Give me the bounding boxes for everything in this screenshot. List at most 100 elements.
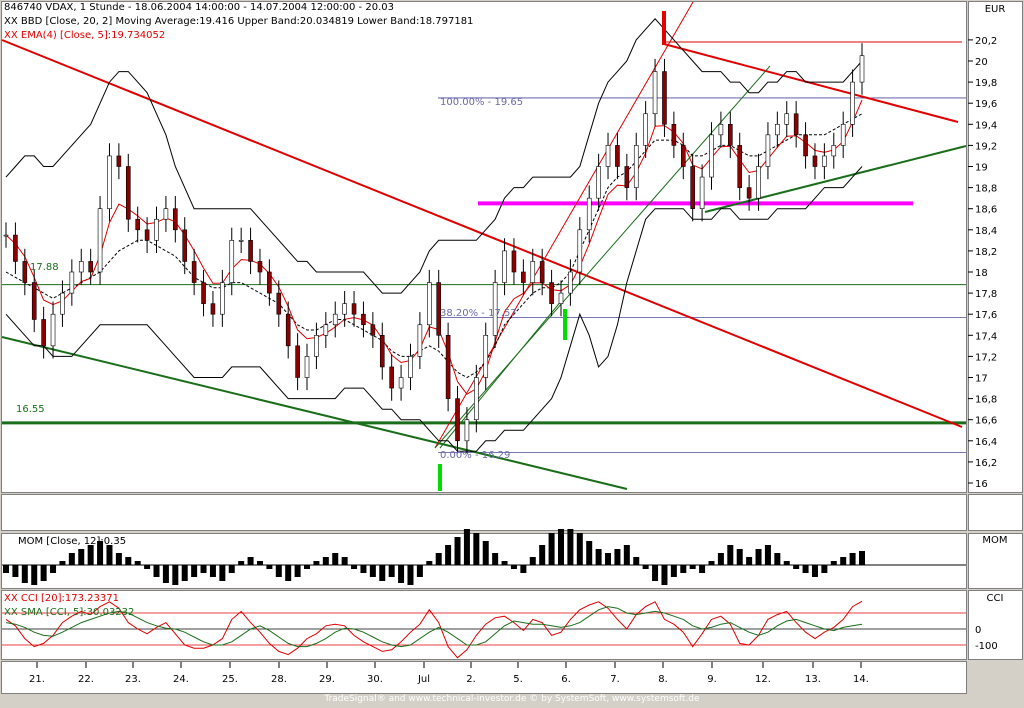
- moving-average: [5, 113, 863, 379]
- price-tick-label-16: 19,2: [975, 141, 997, 152]
- header-line-3: XX EMA(4) [Close, 5]:19.734052: [4, 30, 166, 41]
- upper-band: [5, 18, 863, 294]
- price-tick-label-15: 19: [975, 163, 988, 174]
- mom-bar-60: [567, 529, 574, 565]
- marker-green-mid: [563, 309, 567, 340]
- mom-bar-77: [727, 545, 734, 565]
- mom-bar-5: [50, 565, 57, 573]
- candle-body-72: [680, 145, 686, 167]
- mom-bar-76: [717, 553, 724, 565]
- mom-bar-51: [482, 541, 489, 565]
- cci-sma-label: XX SMA [CCI, 5]:30.03232: [4, 607, 135, 618]
- candle-body-23: [220, 282, 225, 315]
- mom-bar-63: [595, 549, 602, 565]
- mom-bar-33: [313, 561, 320, 565]
- candle-body-75: [709, 134, 714, 178]
- candle-body-90: [850, 81, 855, 125]
- mom-bar-74: [699, 565, 706, 573]
- candle-body-76: [718, 124, 724, 136]
- mom-bar-41: [388, 565, 395, 577]
- mom-bar-18: [172, 565, 179, 585]
- candle-body-27: [257, 261, 263, 273]
- mom-bar-1: [12, 565, 19, 577]
- price-tick-label-7: 17,4: [975, 331, 997, 342]
- mom-bar-30: [285, 565, 292, 581]
- date-label-3: 24.: [173, 674, 189, 685]
- mom-bar-35: [332, 553, 339, 565]
- price-tick-label-8: 17,6: [975, 310, 997, 321]
- mom-bar-27: [256, 561, 263, 565]
- date-label-11: 6.: [561, 674, 571, 685]
- mom-bar-88: [830, 561, 837, 565]
- date-label-2: 23.: [125, 674, 141, 685]
- candle-body-87: [822, 155, 827, 167]
- candle-body-91: [859, 55, 865, 83]
- candle-body-4: [41, 319, 46, 347]
- candle-body-85: [803, 134, 808, 157]
- price-tick-label-12: 18,4: [975, 226, 997, 237]
- cci-sma-line: [5, 606, 863, 648]
- candle-body-31: [295, 345, 300, 378]
- mom-bar-84: [793, 565, 800, 569]
- mom-bar-13: [125, 557, 132, 565]
- mom-bar-34: [322, 557, 329, 565]
- empty-panel: [1, 494, 967, 531]
- mom-bar-42: [398, 565, 405, 583]
- candle-body-45: [426, 282, 432, 326]
- date-label-1: 22.: [78, 674, 94, 685]
- candle-body-73: [690, 166, 695, 210]
- cci-axis: [968, 590, 1023, 660]
- mom-bar-78: [736, 549, 743, 565]
- mom-bar-54: [510, 565, 517, 569]
- mom-bar-48: [454, 537, 461, 565]
- green-trendline-low: [1, 336, 628, 490]
- candle-body-17: [163, 208, 169, 220]
- mom-axis: [968, 533, 1023, 589]
- mom-bar-86: [811, 565, 818, 577]
- date-label-0: 21.: [29, 674, 45, 685]
- date-label-12: 7.: [610, 674, 620, 685]
- date-label-4: 25.: [222, 674, 238, 685]
- date-label-15: 12.: [755, 674, 771, 685]
- mom-bar-36: [341, 557, 348, 565]
- candle-body-49: [464, 419, 470, 442]
- mom-bar-79: [746, 557, 753, 565]
- candle-body-36: [342, 303, 347, 315]
- mom-axis-title: MOM: [982, 535, 1008, 546]
- cci-axis-title: CCI: [986, 593, 1004, 604]
- price-panel[interactable]: [1, 1, 967, 493]
- mom-bar-12: [115, 553, 122, 565]
- candle-body-83: [784, 113, 790, 125]
- mom-bar-61: [576, 533, 583, 565]
- candle-body-35: [332, 313, 338, 326]
- candle-body-20: [191, 261, 197, 283]
- channel-green-lower: [434, 65, 771, 449]
- marker-red-top: [662, 11, 666, 45]
- mom-bar-8: [78, 549, 85, 565]
- candle-body-5: [50, 313, 56, 347]
- mom-bar-67: [633, 557, 640, 565]
- mom-bar-20: [191, 565, 198, 577]
- price-tick-label-17: 19,4: [975, 120, 997, 131]
- date-label-9: 2.: [466, 674, 476, 685]
- candle-body-1: [13, 234, 18, 262]
- mom-bar-40: [379, 565, 386, 581]
- mom-bar-32: [304, 565, 311, 569]
- mom-bar-24: [228, 565, 235, 573]
- candle-body-29: [276, 292, 282, 315]
- mom-bar-83: [783, 561, 790, 565]
- header-line-2: XX BBD [Close, 20, 2] Moving Average:19.…: [4, 16, 474, 27]
- price-tick-label-0: 16: [975, 479, 988, 490]
- cci-line: [5, 600, 863, 659]
- mom-bar-59: [557, 529, 564, 565]
- candle-body-33: [314, 334, 319, 357]
- candle-body-37: [351, 303, 357, 315]
- mom-bar-6: [59, 561, 66, 565]
- mom-bar-82: [774, 553, 781, 565]
- candle-body-32: [304, 356, 310, 378]
- mom-label: MOM [Close, 12]:0.35: [18, 536, 127, 547]
- candle-body-47: [445, 334, 451, 399]
- date-label-8: Jul: [417, 674, 430, 685]
- candle-body-63: [596, 166, 601, 199]
- price-tick-label-3: 16,6: [975, 416, 997, 427]
